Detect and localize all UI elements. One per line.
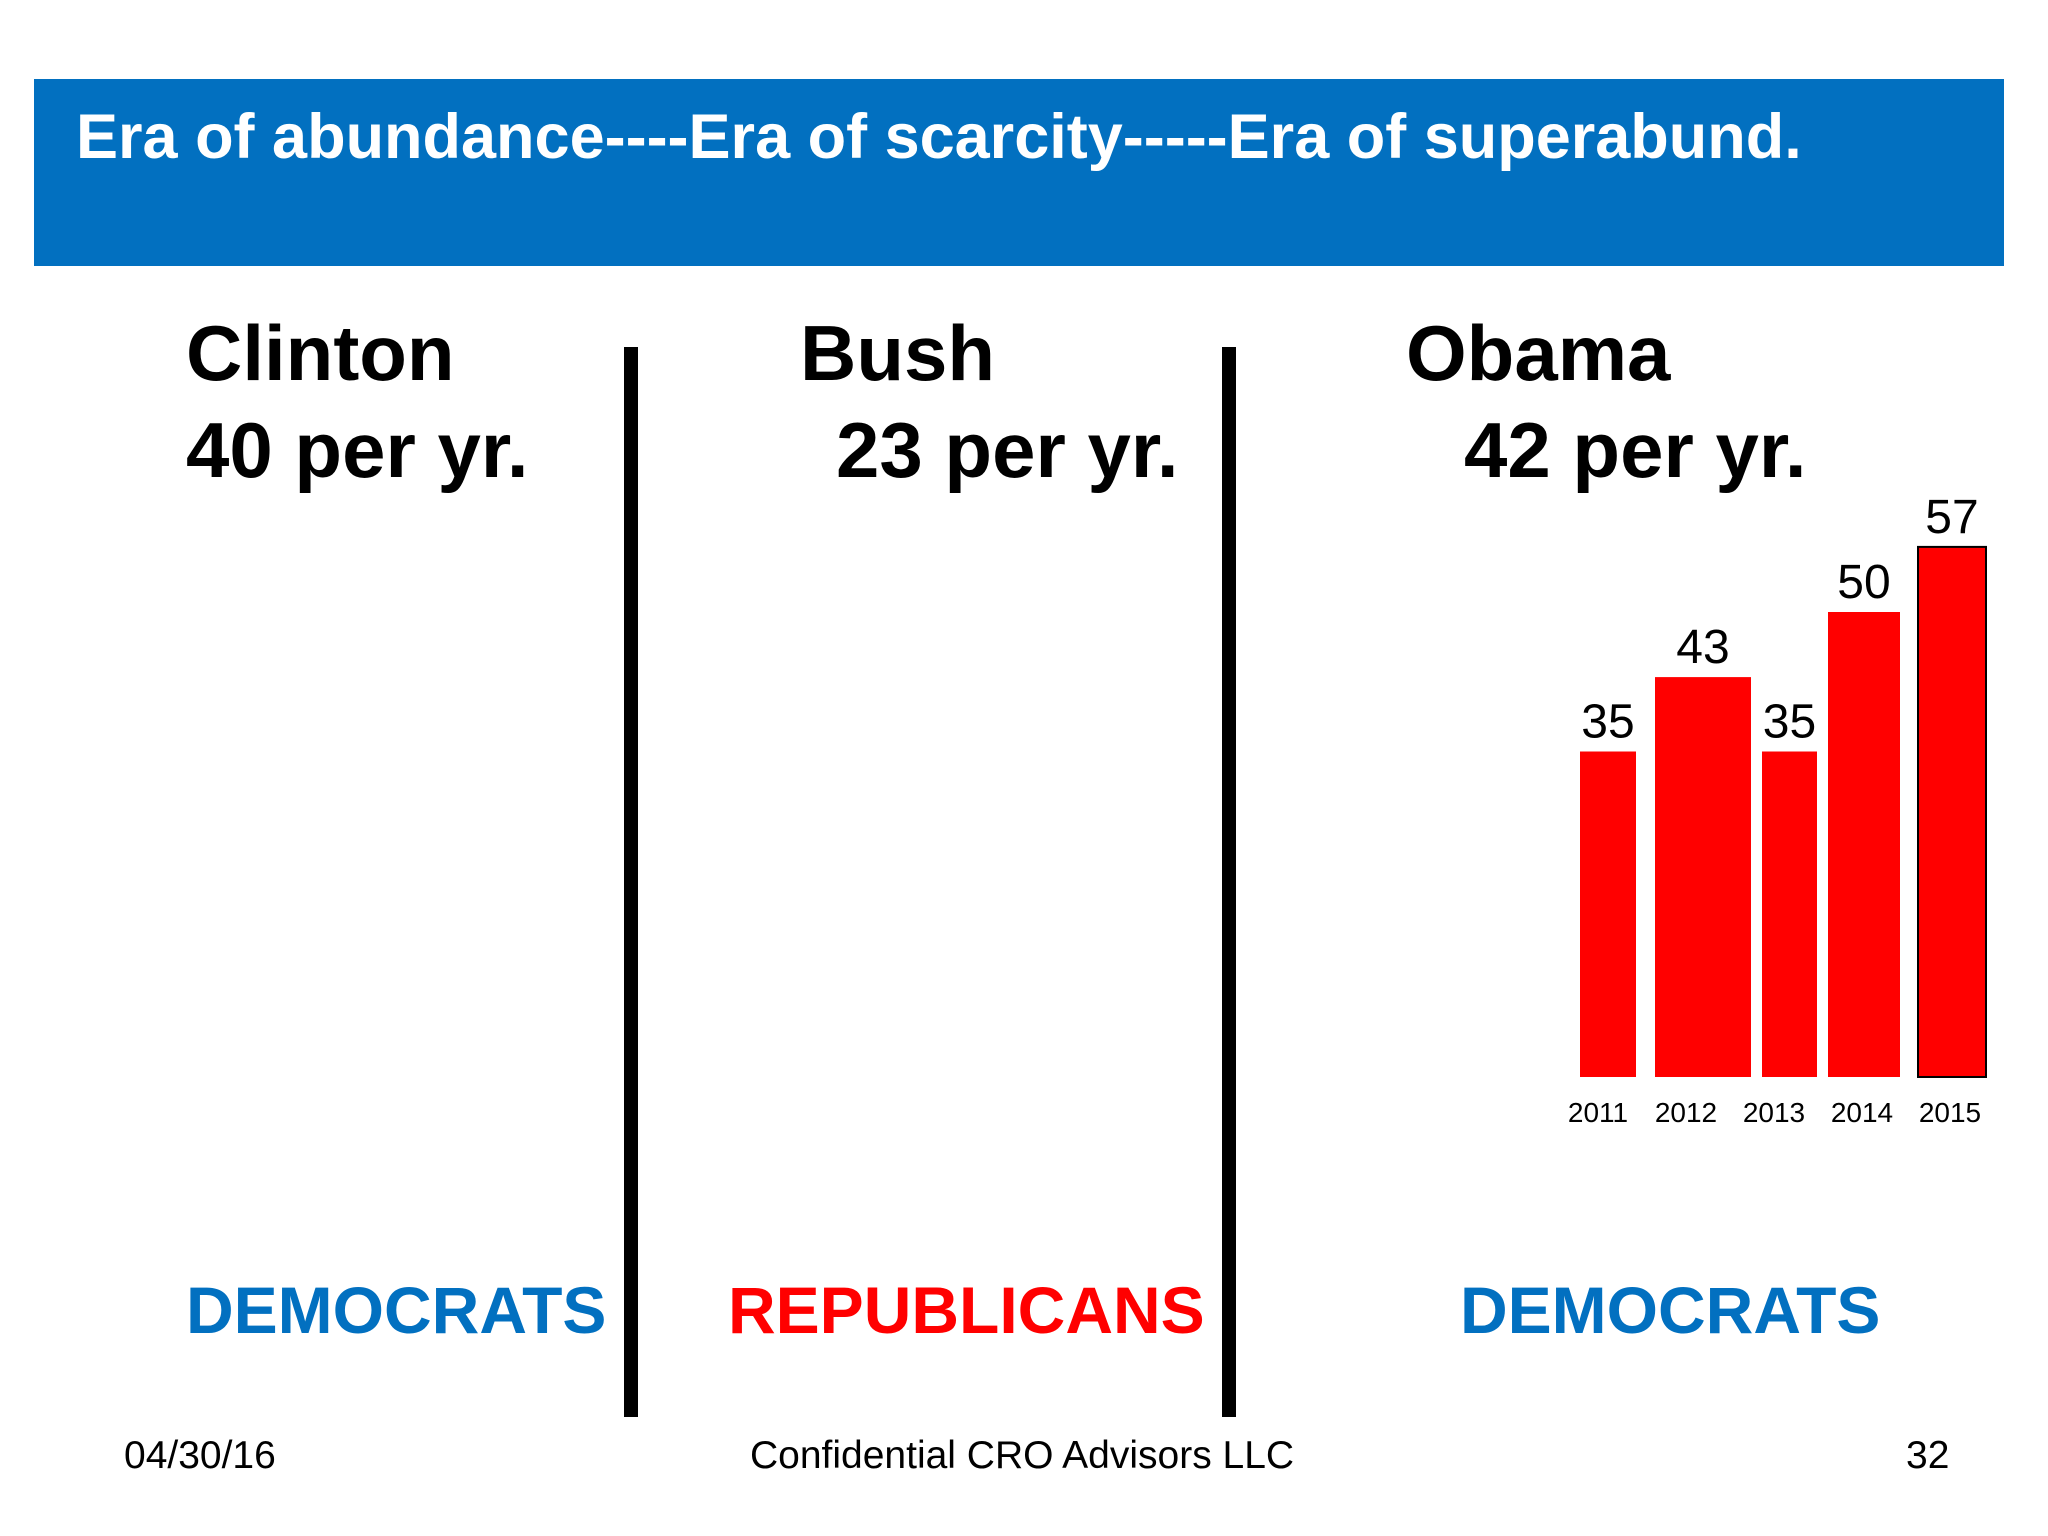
data-label-2014: 50: [1837, 556, 1890, 609]
divider-left: [624, 347, 638, 1417]
obama-party: DEMOCRATS: [1460, 1273, 1881, 1347]
data-label-2013: 35: [1763, 696, 1816, 749]
obama-name: Obama: [1406, 309, 1671, 397]
x-tick-label-2011: 2011: [1568, 1097, 1628, 1128]
slide-title: Era of abundance----Era of scarcity-----…: [76, 102, 1802, 172]
footer-date: 04/30/16: [124, 1434, 276, 1477]
clinton-name: Clinton: [186, 309, 455, 397]
clinton-party: DEMOCRATS: [186, 1273, 607, 1347]
x-tick-label-2014: 2014: [1831, 1097, 1893, 1128]
footer-page-number: 32: [1906, 1434, 1950, 1477]
clinton-rate: 40 per yr.: [186, 406, 529, 494]
title-bar: [34, 79, 2004, 266]
obama-rate: 42 per yr.: [1464, 406, 1807, 494]
x-tick-label-2015: 2015: [1919, 1097, 1981, 1128]
data-label-2015: 57: [1925, 491, 1978, 544]
bush-rate: 23 per yr.: [836, 406, 1179, 494]
bar-2011: [1580, 751, 1636, 1077]
data-label-2012: 43: [1676, 621, 1729, 674]
bush-name: Bush: [800, 309, 995, 397]
bar-2015: [1917, 545, 1987, 1078]
bar-2013: [1762, 751, 1817, 1077]
x-tick-label-2012: 2012: [1655, 1097, 1717, 1128]
footer-confidential: Confidential CRO Advisors LLC: [750, 1434, 1295, 1477]
x-tick-label-2013: 2013: [1743, 1097, 1805, 1128]
bush-party: REPUBLICANS: [728, 1273, 1205, 1347]
bar-2014: [1828, 612, 1900, 1077]
bar-2012: [1655, 677, 1751, 1077]
data-label-2011: 35: [1581, 696, 1634, 749]
divider-right: [1222, 347, 1236, 1417]
